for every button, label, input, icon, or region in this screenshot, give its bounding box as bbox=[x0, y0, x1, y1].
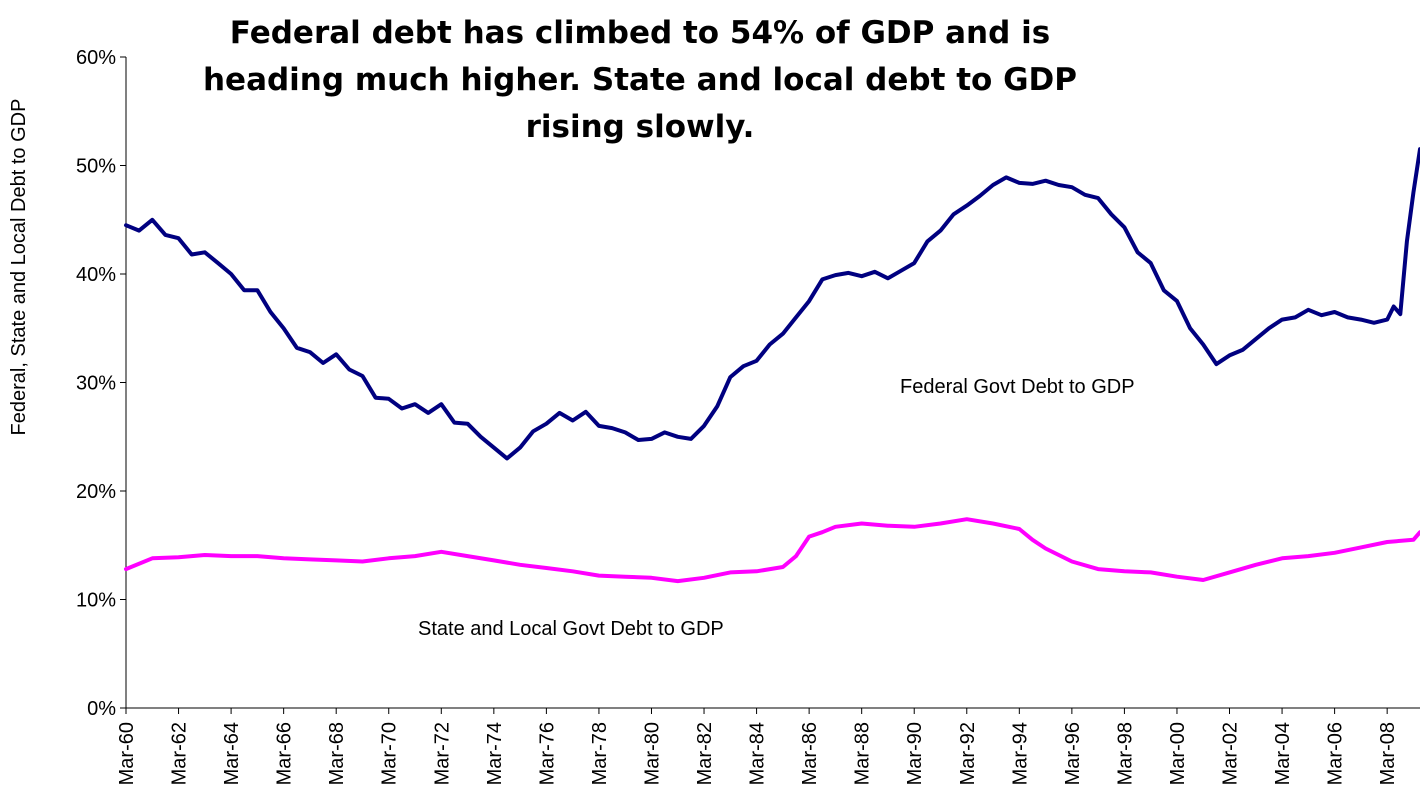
x-tick-label: Mar-62 bbox=[169, 722, 191, 785]
x-tick-label: Mar-04 bbox=[1272, 722, 1294, 785]
x-tick-label: Mar-02 bbox=[1220, 722, 1242, 785]
y-axis-title: Federal, State and Local Debt to GDP bbox=[8, 98, 30, 436]
chart-title: Federal debt has climbed to 54% of GDP a… bbox=[202, 15, 1078, 145]
x-tick-label: Mar-92 bbox=[957, 722, 979, 785]
x-tick-label: Mar-00 bbox=[1167, 722, 1189, 785]
x-tick-label: Mar-74 bbox=[484, 722, 506, 785]
y-tick-label: 50% bbox=[76, 156, 116, 178]
axes: 0% 10% 20% 30% 40% 50% 60% Mar-60 Mar-62 Mar-64 Ma… bbox=[76, 47, 1420, 785]
x-tick-label: Mar-88 bbox=[852, 722, 874, 785]
x-tick-label: Mar-76 bbox=[536, 722, 558, 785]
y-tick-label: 60% bbox=[76, 47, 116, 69]
x-tick-label: Mar-66 bbox=[274, 722, 296, 785]
x-tick-label: Mar-90 bbox=[904, 722, 926, 785]
x-tick-label: Mar-94 bbox=[1009, 722, 1031, 785]
y-tick-label: 0% bbox=[87, 698, 116, 720]
x-tick-label: Mar-84 bbox=[747, 722, 769, 785]
x-tick-label: Mar-78 bbox=[589, 722, 611, 785]
federal-debt-line bbox=[124, 147, 1420, 461]
x-tick-label: Mar-08 bbox=[1377, 722, 1399, 785]
x-tick-label: Mar-82 bbox=[694, 722, 716, 785]
state-local-series-label: State and Local Govt Debt to GDP bbox=[418, 618, 724, 640]
y-tick-label: 30% bbox=[76, 373, 116, 395]
state-local-debt-line bbox=[124, 517, 1420, 584]
x-tick-label: Mar-86 bbox=[799, 722, 821, 785]
x-tick-label: Mar-60 bbox=[116, 722, 138, 785]
x-tick-label: Mar-96 bbox=[1062, 722, 1084, 785]
x-tick-label: Mar-68 bbox=[326, 722, 348, 785]
x-tick-label: Mar-72 bbox=[431, 722, 453, 785]
x-tick-label: Mar-98 bbox=[1114, 722, 1136, 785]
x-tick-label: Mar-70 bbox=[379, 722, 401, 785]
y-tick-label: 40% bbox=[76, 264, 116, 286]
x-tick-label: Mar-80 bbox=[641, 722, 663, 785]
x-tick-label: Mar-06 bbox=[1325, 722, 1347, 785]
x-tick-label: Mar-64 bbox=[221, 722, 243, 785]
series-lines bbox=[124, 147, 1420, 584]
y-tick-label: 20% bbox=[76, 481, 116, 503]
federal-series-label: Federal Govt Debt to GDP bbox=[900, 376, 1135, 398]
y-tick-label: 10% bbox=[76, 590, 116, 612]
